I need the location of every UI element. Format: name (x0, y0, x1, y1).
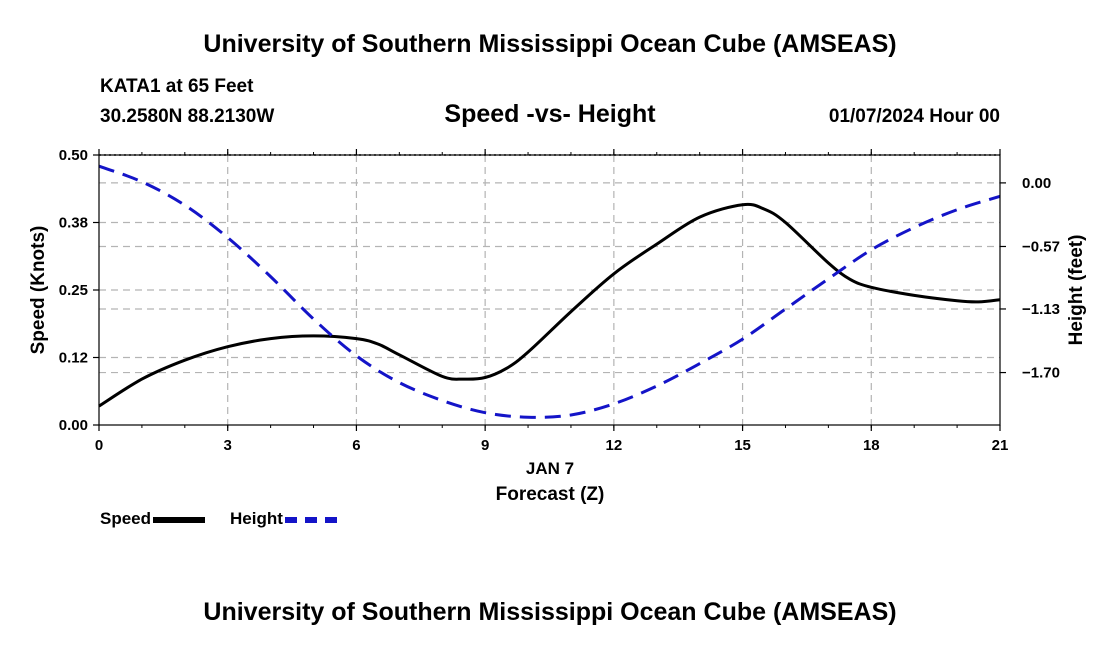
y-right-tick-label: −1.70 (1022, 365, 1060, 382)
page-title-bottom: University of Southern Mississippi Ocean… (203, 598, 897, 626)
x-tick-label: 0 (95, 437, 103, 454)
legend-speed-label: Speed (100, 509, 152, 528)
x-tick-label: 9 (481, 437, 489, 454)
x-tick-label: 15 (734, 437, 751, 454)
forecast-datetime: 01/07/2024 Hour 00 (828, 106, 1000, 127)
y-left-tick-label: 0.00 (59, 417, 88, 434)
x-tick-label: 18 (863, 437, 880, 454)
y-left-tick-label: 0.25 (59, 282, 88, 299)
x-tick-label: 12 (606, 437, 623, 454)
x-tick-label: 6 (352, 437, 360, 454)
series-layer (98, 164, 1001, 419)
x-tick-label: 3 (224, 437, 232, 454)
y-left-tick-label: 0.50 (59, 147, 88, 164)
axis-layer: 0 3 6 9 12 15 18 21 0.00 0.12 0.25 0.38 0.50 0.00 −0.5… (59, 147, 1060, 454)
legend-speed-swatch (153, 516, 206, 523)
y-left-tick-label: 0.38 (59, 215, 88, 232)
x-axis-label: Forecast (Z) (496, 484, 605, 505)
y-right-tick-label: 0.00 (1022, 175, 1051, 192)
x-tick-label: 21 (992, 437, 1009, 454)
legend-height-label: Height (230, 509, 283, 528)
grid-layer (99, 155, 1000, 425)
legend-height-swatch (284, 516, 337, 523)
chart-subtitle: Speed -vs- Height (444, 100, 656, 128)
station-label: KATA1 at 65 Feet (100, 76, 254, 97)
series-line-height (98, 164, 1001, 419)
legend-height: Height (230, 509, 337, 529)
y-axis-left-label: Speed (Knots) (28, 226, 49, 355)
y-axis-right-label: Height (feet) (1066, 235, 1087, 346)
coordinates-label: 30.2580N 88.2130W (100, 106, 275, 127)
page-title: University of Southern Mississippi Ocean… (203, 30, 897, 58)
y-right-tick-label: −1.13 (1022, 301, 1060, 318)
y-right-tick-label: −0.57 (1022, 238, 1060, 255)
y-left-tick-label: 0.12 (59, 350, 88, 367)
x-axis-date-label: JAN 7 (526, 459, 574, 478)
legend-speed: Speed (100, 509, 206, 529)
series-line-speed (98, 202, 1001, 408)
